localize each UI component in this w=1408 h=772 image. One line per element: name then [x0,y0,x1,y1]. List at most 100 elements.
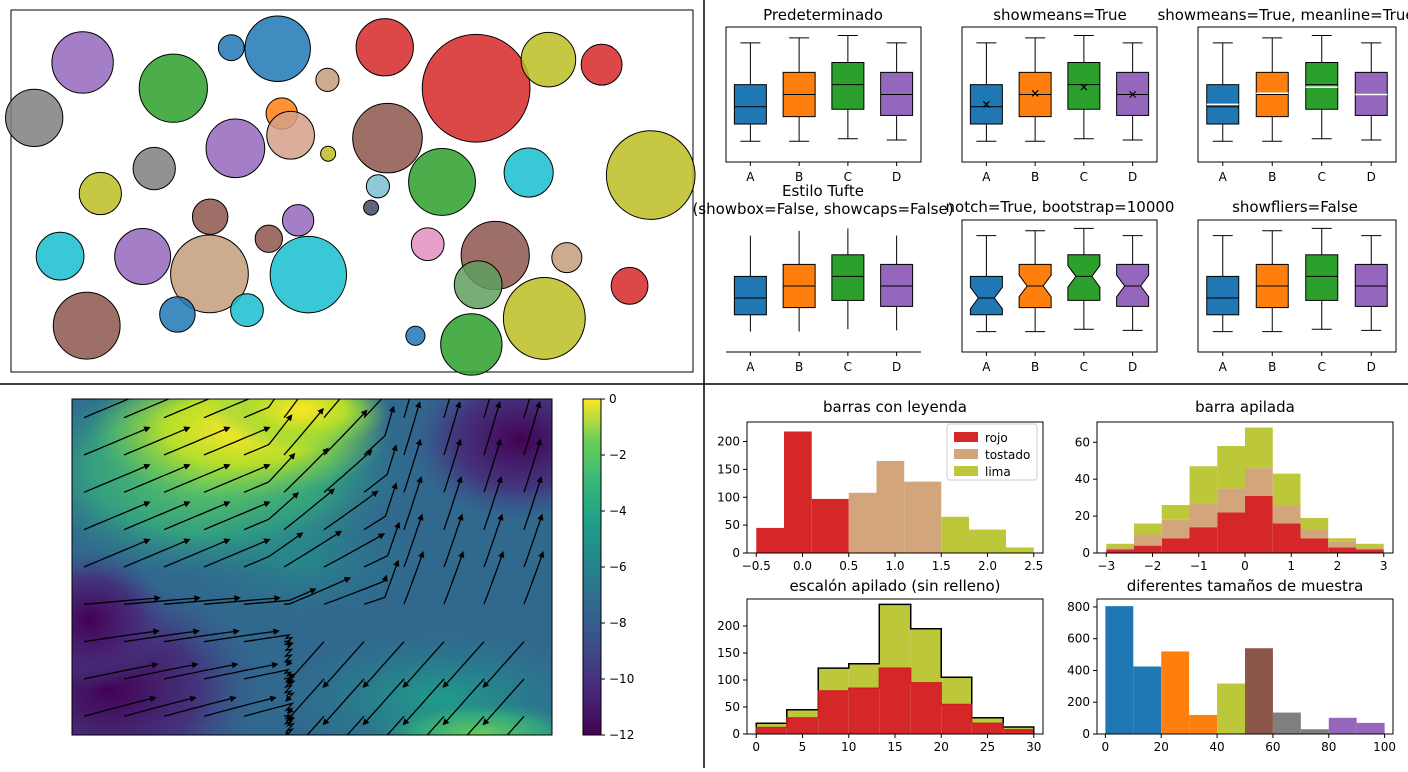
xtick-label-0: −0.5 [742,559,771,573]
box-A [969,275,1003,316]
xtick-label-0: −3 [1097,559,1115,573]
streamline-4 [83,538,151,568]
xtick-label-2: 0.5 [839,559,858,573]
bubble-14 [320,145,337,162]
streamline-52 [283,676,295,703]
ytick-label-0: 0 [1082,546,1090,560]
xtick-label-B: B [1268,360,1276,374]
stack-bar-rojo-3 [1189,527,1218,553]
hist-sizes: diferentes tamaños de muestra 0 20 40 60 80 10… [1067,577,1396,754]
xtick-label-2: −1 [1190,559,1208,573]
streamline-86 [443,551,465,605]
ytick-label-1: 200 [1067,695,1090,709]
box-C [831,62,865,110]
box-C [1067,254,1101,301]
step-fill-rojo-1 [786,717,819,734]
box-A [733,84,767,125]
streamline-44 [243,702,295,717]
streamline-22 [163,538,231,568]
step-outline-red [755,667,1034,734]
ytick-label-1: 20 [1075,509,1090,523]
streamplot-field [72,399,552,735]
streamline-106 [482,678,525,726]
streamline-69 [322,641,365,689]
ytick-label-2: 40 [1075,472,1090,486]
stack-bar-rojo-1 [1134,545,1162,553]
hist-stacked: barra apilada −3 −2 −1 0 1 2 3 0 20 40 60 [1075,398,1394,573]
boxplot-panel-3: Estilo Tufte(showbox=False, showcaps=Fal… [692,182,953,374]
streamline-8 [83,695,157,717]
xtick-label-0: 0 [1102,740,1110,754]
legend-swatch-1 [954,449,978,459]
step-fill-lima-0 [756,723,787,728]
xtick-label-4: 1 [1287,559,1295,573]
xtick-label-6: 3 [1380,559,1388,573]
stack-bar-tostado-8 [1328,541,1356,548]
streamline-27 [203,399,251,419]
bubble-37 [502,277,586,360]
streamline-84 [443,476,463,530]
xtick-label-C: C [1080,360,1088,374]
xtick-label-A: A [982,360,991,374]
streamline-41 [243,588,317,605]
streamline-47 [283,447,329,493]
xtick-label-B: B [1031,360,1039,374]
streamline-6 [83,628,160,643]
streamline-24 [163,628,240,643]
streamline-17 [123,695,197,717]
boxplot-panel-2: showmeans=True, meanline=True A B C D [1157,6,1408,184]
boxplot-title: showfliers=False [1232,198,1358,216]
ytick-label-3: 600 [1067,632,1090,646]
step-fill-lima-8 [1003,726,1034,730]
xtick-label-5: 100 [1373,740,1396,754]
stack-bar-rojo-2 [1161,538,1190,553]
hist-bar-8 [1006,547,1034,553]
step-fill-rojo-4 [879,668,911,734]
xtick-label-D: D [1367,170,1376,184]
xtick-label-D: D [1128,360,1137,374]
hist-bar-3 [1189,714,1218,734]
step-fill-lima-1 [786,709,819,718]
stack-bar-lima-8 [1328,538,1356,542]
stack-bar-rojo-5 [1245,495,1273,553]
ytick-label-0: 0 [732,727,740,741]
bubble-27 [170,234,249,314]
streamline-80 [386,715,405,735]
bubble-11 [266,110,315,160]
streamline-37 [243,414,293,456]
bubble-5 [315,67,340,92]
histogram-grid: barras con leyenda −0.5 0.0 0.5 1.0 1.5 2.0 2.5… [717,398,1396,754]
streamline-29 [203,463,271,493]
stack-bar-tostado-6 [1272,505,1301,524]
boxplot-panel-1: showmeans=True A B C D [961,6,1158,184]
step-fill-rojo-5 [910,682,942,734]
ytick-label-2: 100 [717,490,740,504]
streamline-20 [163,463,231,493]
streamline-32 [203,595,281,605]
streamline-102 [523,476,543,530]
streamline-18 [163,399,211,419]
ytick-label-3: 150 [717,646,740,660]
boxplot-frame [1197,219,1397,353]
colorbar-tick-label-2: −4 [609,504,627,518]
xtick-label-A: A [982,170,991,184]
streamline-60 [285,641,325,686]
streamline-2 [83,463,151,493]
xtick-label-1: 0.0 [793,559,812,573]
step-fill-rojo-3 [848,688,880,734]
xtick-label-3: 60 [1265,740,1280,754]
streamline-94 [483,513,504,568]
stack-bar-lima-4 [1217,445,1245,489]
xtick-label-C: C [1080,170,1088,184]
hist-bar-7 [969,529,1006,553]
stack-bar-lima-1 [1134,523,1162,535]
streamline-28 [203,426,271,456]
stack-bar-rojo-8 [1328,547,1356,553]
ytick-label-0: 0 [732,546,740,560]
xtick-label-1: −2 [1144,559,1162,573]
bubble-13 [352,102,423,174]
bubble-21 [363,199,380,216]
boxplot-title: notch=True, bootstrap=10000 [946,198,1175,216]
legend-swatch-2 [954,466,978,476]
streamline-55 [323,409,368,456]
